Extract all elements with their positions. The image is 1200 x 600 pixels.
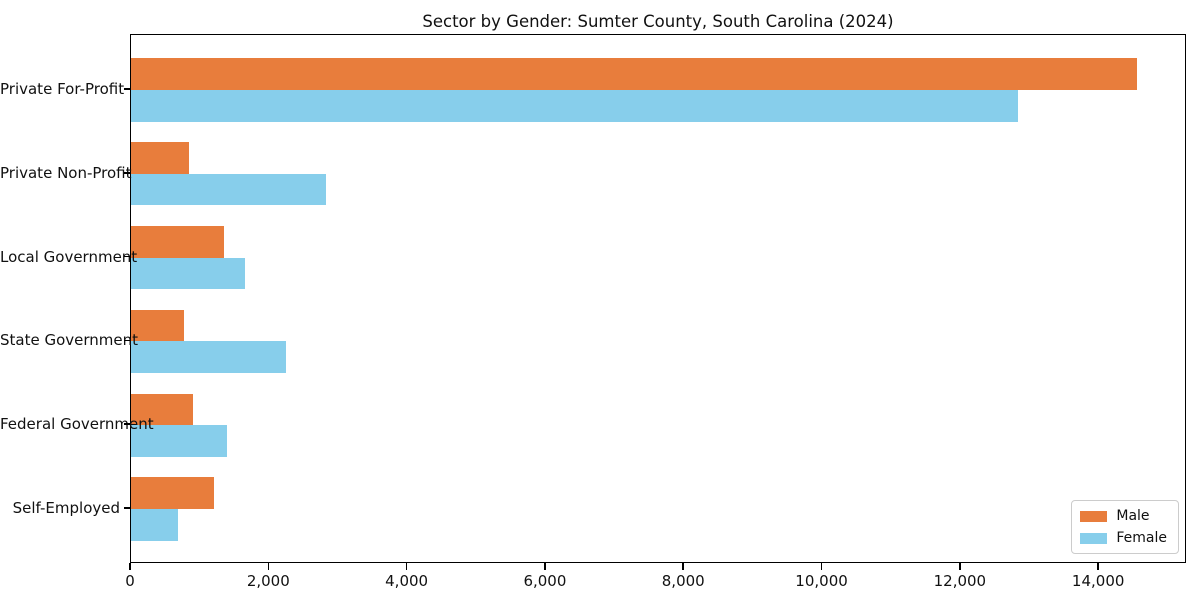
y-tick-label-private-for-profit: Private For-Profit xyxy=(0,80,125,98)
x-tick-label-14-000: 14,000 xyxy=(1071,572,1125,590)
y-tick-label-federal-government: Federal Government xyxy=(0,415,154,434)
y-tick-mark xyxy=(123,88,130,90)
x-tick-label-2-000: 2,000 xyxy=(246,572,290,590)
x-tick-mark xyxy=(267,563,270,570)
x-tick-mark xyxy=(1097,563,1099,570)
x-tick-label-10-000: 10,000 xyxy=(795,572,848,590)
bar-male-local-government xyxy=(131,225,224,258)
y-tick-mark xyxy=(123,255,130,258)
y-tick-label-self-employed: Self-Employed xyxy=(12,499,120,517)
y-tick-mark xyxy=(123,423,130,425)
x-tick-mark xyxy=(682,563,684,570)
bar-male-federal-government xyxy=(131,393,194,426)
y-tick-mark xyxy=(123,507,130,509)
chart-title: Sector by Gender: Sumter County, South C… xyxy=(422,12,894,31)
legend: Male Female xyxy=(1071,500,1179,554)
x-tick-label-12-000: 12,000 xyxy=(933,572,987,590)
bar-female-local-government xyxy=(131,257,245,290)
x-tick-label-8-000: 8,000 xyxy=(661,572,705,590)
y-tick-mark xyxy=(123,172,130,174)
x-tick-mark xyxy=(405,563,408,570)
female-legend-swatch xyxy=(1080,532,1108,544)
female-legend-label: Female xyxy=(1116,530,1167,546)
bar-female-federal-government xyxy=(131,425,228,457)
bar-male-private-non-profit xyxy=(131,142,189,174)
bar-female-self-employed xyxy=(131,509,179,541)
male-legend-swatch xyxy=(1080,510,1108,522)
bar-male-state-government xyxy=(131,309,184,342)
x-tick-label-0: 0 xyxy=(125,572,135,590)
legend-item-male: Male xyxy=(1080,508,1167,524)
bar-male-private-for-profit xyxy=(131,58,1138,90)
y-tick-label-private-non-profit: Private Non-Profit xyxy=(0,163,132,182)
bar-male-self-employed xyxy=(131,477,214,509)
y-tick-label-state-government: State Government xyxy=(0,331,139,350)
y-tick-mark xyxy=(123,339,130,342)
x-tick-mark xyxy=(129,563,131,570)
x-tick-label-4-000: 4,000 xyxy=(385,572,429,590)
bar-female-state-government xyxy=(131,341,286,374)
y-tick-label-local-government: Local Government xyxy=(0,247,138,266)
bar-female-private-for-profit xyxy=(131,90,1018,122)
plot-area: Male Female xyxy=(130,34,1186,563)
x-tick-mark xyxy=(544,563,546,570)
x-tick-mark xyxy=(959,563,961,570)
x-tick-mark xyxy=(820,563,823,570)
x-tick-label-6-000: 6,000 xyxy=(523,572,567,590)
legend-item-female: Female xyxy=(1080,530,1167,546)
bar-female-private-non-profit xyxy=(131,173,327,206)
male-legend-label: Male xyxy=(1116,508,1150,524)
